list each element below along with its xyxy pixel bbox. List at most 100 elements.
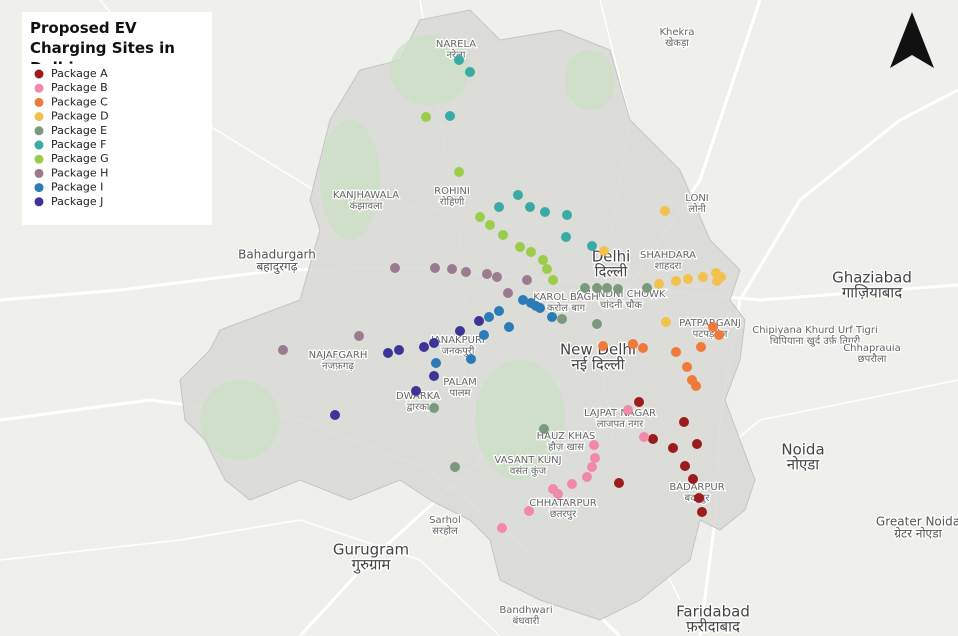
place-name: DWARKA xyxy=(396,391,440,402)
place-name: KAROL BAGH xyxy=(533,292,599,303)
charging-site xyxy=(671,347,681,357)
charging-site xyxy=(455,326,465,336)
charging-site xyxy=(429,403,439,413)
charging-site xyxy=(548,484,558,494)
charging-site xyxy=(668,443,678,453)
charging-site xyxy=(683,274,693,284)
charging-site xyxy=(526,247,536,257)
charging-site xyxy=(485,220,495,230)
charging-site xyxy=(548,275,558,285)
place-name: Khekra xyxy=(659,27,694,38)
charging-site xyxy=(590,453,600,463)
place-local-name: लोनी xyxy=(688,203,706,215)
charging-site xyxy=(492,272,502,282)
charging-site xyxy=(535,303,545,313)
place-name: NAJAFGARH xyxy=(309,350,368,361)
charging-site xyxy=(431,358,441,368)
place-local-name: जनकपुरी xyxy=(441,345,474,357)
charging-site xyxy=(598,341,608,351)
charging-site xyxy=(447,264,457,274)
place-local-name: वसंत कुंज xyxy=(510,465,547,477)
place-local-name: बंधवारी xyxy=(513,615,540,627)
charging-site xyxy=(562,210,572,220)
legend-swatch xyxy=(34,140,44,150)
legend-label: Package E xyxy=(51,124,107,137)
place-local-name: कंझावला xyxy=(350,200,383,212)
legend-swatch xyxy=(34,83,44,93)
place-name: KANJHAWALA xyxy=(333,190,399,201)
place-name: Faridabad xyxy=(676,603,750,621)
legend-swatch xyxy=(34,69,44,79)
charging-site xyxy=(330,410,340,420)
place-name: Noida xyxy=(781,441,824,459)
charging-site xyxy=(524,506,534,516)
charging-site xyxy=(429,338,439,348)
charging-site xyxy=(638,343,648,353)
charging-site xyxy=(547,312,557,322)
charging-site xyxy=(602,283,612,293)
charging-site xyxy=(419,342,429,352)
legend-swatch xyxy=(34,126,44,136)
place-local-name: करोल बाग xyxy=(547,302,586,314)
place-name: Sarhol xyxy=(429,515,461,526)
charging-site xyxy=(682,362,692,372)
charging-site xyxy=(557,314,567,324)
charging-site xyxy=(696,342,706,352)
place-name: Gurugram xyxy=(333,541,409,559)
charging-site xyxy=(461,267,471,277)
charging-site xyxy=(634,397,644,407)
place-local-name: नोएडा xyxy=(787,456,821,474)
place-local-name: छतरपुर xyxy=(550,509,577,520)
place-local-name: दिल्ली xyxy=(595,263,629,281)
legend-swatch xyxy=(34,197,44,207)
charging-site xyxy=(503,288,513,298)
place-name: VASANT KUNJ xyxy=(494,455,561,466)
place-name: BADARPUR xyxy=(669,482,724,493)
charging-site xyxy=(484,312,494,322)
place-name: LONI xyxy=(685,193,709,204)
charging-site xyxy=(538,255,548,265)
charging-sites xyxy=(278,55,726,533)
place-name: SHAHDARA xyxy=(640,250,696,261)
charging-site xyxy=(587,241,597,251)
place-name: CHHATARPUR xyxy=(529,498,597,509)
title-box: Proposed EV Charging Sites in Delhi xyxy=(30,19,175,64)
place-name: Greater Noida xyxy=(876,515,958,529)
charging-site xyxy=(394,345,404,355)
legend-swatch xyxy=(34,97,44,107)
charging-site xyxy=(567,479,577,489)
place-local-name: हौज़ खास xyxy=(548,441,584,453)
place-local-name: चांदनी चौक xyxy=(600,299,643,311)
place-local-name: नजफ़गढ़ xyxy=(322,361,354,372)
legend-label: Package G xyxy=(51,152,109,165)
charging-site xyxy=(694,493,704,503)
place-name: Chhaprauia xyxy=(843,343,901,354)
place-local-name: रोहिणी xyxy=(440,196,465,208)
charging-site xyxy=(580,283,590,293)
charging-site xyxy=(454,55,464,65)
charging-site xyxy=(515,242,525,252)
legend-label: Package B xyxy=(51,81,108,94)
charging-site xyxy=(698,272,708,282)
place-local-name: नई दिल्ली xyxy=(571,356,625,374)
place-name: Bahadurgarh xyxy=(238,248,316,262)
charging-site xyxy=(708,322,718,332)
legend-swatch xyxy=(34,168,44,178)
charging-site xyxy=(589,440,599,450)
north-arrow xyxy=(890,12,934,68)
charging-site xyxy=(504,322,514,332)
place-name: Bandhwari xyxy=(499,605,552,616)
charging-site xyxy=(513,190,523,200)
charging-site xyxy=(592,283,602,293)
charging-site xyxy=(479,330,489,340)
charging-site xyxy=(648,434,658,444)
charging-site xyxy=(390,263,400,273)
charging-site xyxy=(497,523,507,533)
place-local-name: फ़रीदाबाद xyxy=(686,618,741,636)
charging-site xyxy=(498,230,508,240)
charging-site xyxy=(714,330,724,340)
charging-site xyxy=(679,417,689,427)
charging-site xyxy=(525,202,535,212)
place-name: PALAM xyxy=(443,377,477,388)
place-name: NARELA xyxy=(436,39,476,50)
